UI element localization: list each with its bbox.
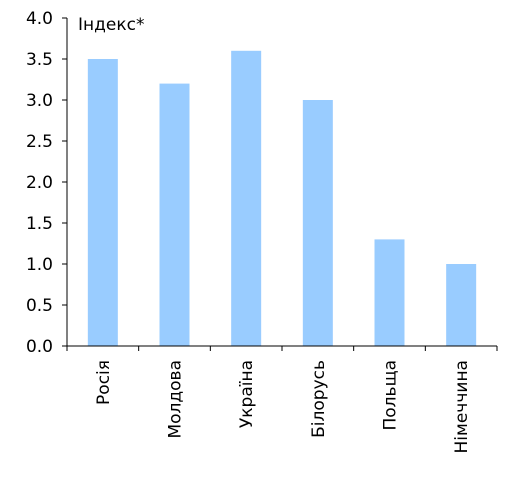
y-tick-label-5: 2.5 — [26, 132, 53, 152]
y-tick-label-4: 2.0 — [26, 173, 53, 193]
category-label-2: Україна — [237, 360, 257, 428]
category-labels-group: Росія Молдова Україна Білорусь Польща Німеччи… — [94, 360, 472, 453]
category-label-0: Росія — [94, 360, 114, 405]
y-tick-label-0: 0.0 — [26, 337, 53, 357]
y-tick-labels-group: 0.0 0.5 1.0 1.5 2.0 2.5 3.0 3.5 4.0 — [26, 9, 53, 357]
bars-group — [88, 51, 476, 346]
bar-5 — [446, 264, 476, 346]
y-tick-label-1: 0.5 — [26, 296, 53, 316]
y-tick-label-2: 1.0 — [26, 255, 53, 275]
y-tick-label-7: 3.5 — [26, 50, 53, 70]
category-label-4: Польща — [381, 360, 401, 431]
bar-1 — [160, 84, 190, 346]
y-axis-label: Індекс* — [78, 15, 144, 35]
bar-0 — [88, 59, 118, 346]
axes-group — [62, 18, 497, 351]
y-tick-label-8: 4.0 — [26, 9, 53, 29]
bar-2 — [231, 51, 261, 346]
category-label-5: Німеччина — [452, 360, 472, 453]
bar-4 — [375, 239, 405, 346]
bar-3 — [303, 100, 333, 346]
y-tick-label-6: 3.0 — [26, 91, 53, 111]
category-label-3: Білорусь — [309, 360, 329, 438]
category-label-1: Молдова — [166, 360, 186, 439]
y-tick-label-3: 1.5 — [26, 214, 53, 234]
